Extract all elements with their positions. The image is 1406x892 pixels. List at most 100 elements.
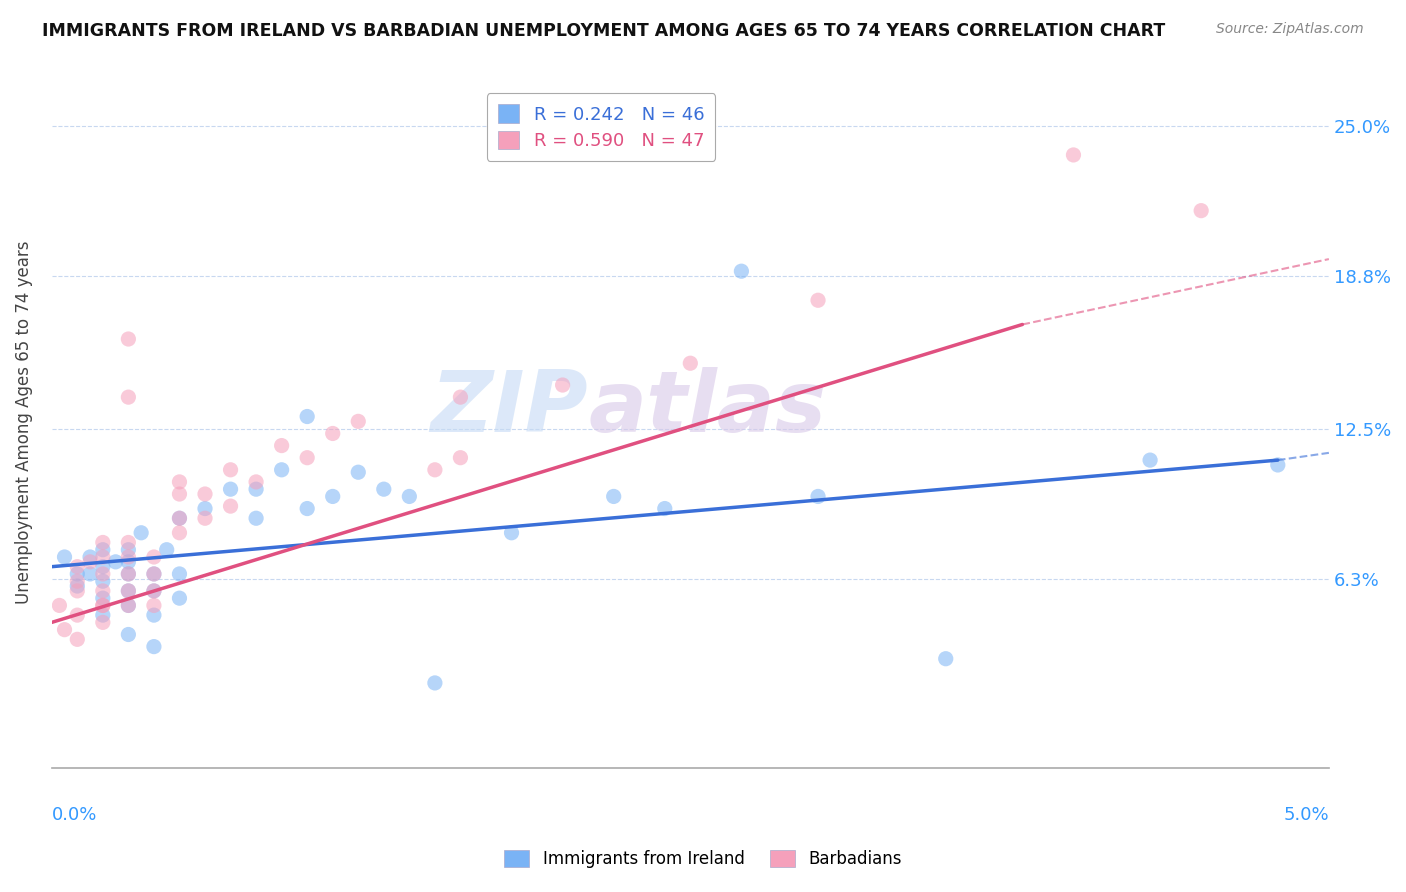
Point	[654, 501, 676, 516]
Point	[1267, 458, 1289, 472]
Point	[53, 549, 76, 564]
Point	[66, 579, 89, 593]
Point	[219, 463, 242, 477]
Text: Source: ZipAtlas.com: Source: ZipAtlas.com	[1216, 22, 1364, 37]
Point	[91, 559, 114, 574]
Point	[91, 574, 114, 589]
Point	[142, 566, 165, 581]
Point	[91, 583, 114, 598]
Point	[66, 574, 89, 589]
Point	[142, 549, 165, 564]
Point	[169, 511, 191, 525]
Point	[347, 465, 370, 479]
Point	[142, 608, 165, 623]
Point	[245, 482, 267, 496]
Point	[142, 583, 165, 598]
Text: IMMIGRANTS FROM IRELAND VS BARBADIAN UNEMPLOYMENT AMONG AGES 65 TO 74 YEARS CORR: IMMIGRANTS FROM IRELAND VS BARBADIAN UNE…	[42, 22, 1166, 40]
Point	[219, 482, 242, 496]
Text: 0.0%: 0.0%	[52, 805, 97, 823]
Point	[245, 511, 267, 525]
Point	[1062, 148, 1084, 162]
Point	[117, 627, 139, 641]
Point	[91, 535, 114, 549]
Point	[91, 615, 114, 630]
Point	[104, 555, 127, 569]
Point	[295, 409, 318, 424]
Point	[501, 525, 523, 540]
Point	[66, 559, 89, 574]
Point	[142, 599, 165, 613]
Point	[91, 599, 114, 613]
Y-axis label: Unemployment Among Ages 65 to 74 years: Unemployment Among Ages 65 to 74 years	[15, 241, 32, 604]
Point	[347, 414, 370, 428]
Point	[91, 608, 114, 623]
Point	[79, 566, 101, 581]
Legend: Immigrants from Ireland, Barbadians: Immigrants from Ireland, Barbadians	[498, 843, 908, 875]
Point	[91, 542, 114, 557]
Point	[551, 378, 574, 392]
Point	[169, 525, 191, 540]
Point	[117, 583, 139, 598]
Text: 5.0%: 5.0%	[1284, 805, 1329, 823]
Point	[117, 555, 139, 569]
Point	[117, 549, 139, 564]
Text: atlas: atlas	[588, 368, 827, 450]
Point	[295, 501, 318, 516]
Point	[66, 608, 89, 623]
Point	[935, 651, 957, 665]
Point	[142, 640, 165, 654]
Point	[53, 623, 76, 637]
Point	[91, 599, 114, 613]
Point	[169, 511, 191, 525]
Point	[807, 490, 830, 504]
Point	[66, 632, 89, 647]
Point	[117, 583, 139, 598]
Point	[156, 542, 179, 557]
Point	[602, 490, 624, 504]
Point	[1189, 203, 1212, 218]
Point	[423, 676, 446, 690]
Point	[398, 490, 420, 504]
Point	[117, 566, 139, 581]
Point	[79, 555, 101, 569]
Point	[245, 475, 267, 489]
Point	[169, 487, 191, 501]
Point	[322, 426, 344, 441]
Point	[117, 535, 139, 549]
Point	[79, 549, 101, 564]
Point	[117, 332, 139, 346]
Point	[129, 525, 152, 540]
Point	[169, 591, 191, 606]
Point	[66, 566, 89, 581]
Point	[322, 490, 344, 504]
Point	[91, 549, 114, 564]
Point	[730, 264, 752, 278]
Point	[194, 511, 217, 525]
Point	[219, 499, 242, 513]
Point	[270, 439, 292, 453]
Point	[117, 390, 139, 404]
Point	[449, 450, 471, 465]
Point	[169, 475, 191, 489]
Point	[142, 566, 165, 581]
Point	[117, 599, 139, 613]
Point	[117, 599, 139, 613]
Point	[373, 482, 395, 496]
Point	[66, 583, 89, 598]
Point	[679, 356, 702, 370]
Point	[91, 566, 114, 581]
Point	[117, 542, 139, 557]
Point	[295, 450, 318, 465]
Point	[194, 501, 217, 516]
Point	[117, 566, 139, 581]
Point	[807, 293, 830, 308]
Point	[449, 390, 471, 404]
Point	[142, 583, 165, 598]
Point	[91, 591, 114, 606]
Text: ZIP: ZIP	[430, 368, 588, 450]
Point	[48, 599, 70, 613]
Point	[169, 566, 191, 581]
Point	[1139, 453, 1161, 467]
Point	[270, 463, 292, 477]
Point	[423, 463, 446, 477]
